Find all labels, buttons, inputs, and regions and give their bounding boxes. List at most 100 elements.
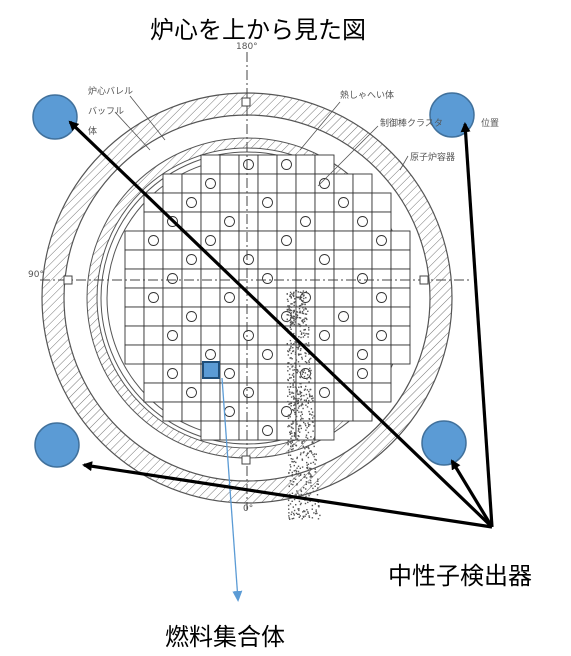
fuel-cell [390, 268, 411, 289]
speckle-dot [313, 512, 315, 514]
speckle-dot [303, 369, 306, 371]
speckle-dot [302, 452, 305, 454]
speckle-dot [294, 402, 296, 404]
fuel-cell [314, 192, 335, 213]
fuel-cell [200, 420, 221, 441]
speckle-dot [294, 386, 296, 388]
speckle-dot [289, 306, 291, 308]
speckle-dot [315, 513, 317, 515]
speckle-dot [290, 458, 292, 460]
fuel-assembly-grid [124, 154, 411, 441]
speckle-dot [309, 492, 311, 494]
speckle-dot [296, 483, 298, 485]
speckle-dot [292, 427, 294, 430]
speckle-dot [306, 344, 309, 347]
speckle-dot [308, 515, 310, 517]
speckle-dot [293, 310, 295, 312]
speckle-dot [292, 379, 295, 381]
speckle-dot [308, 361, 310, 364]
speckle-dot [309, 367, 311, 370]
fuel-cell [276, 192, 297, 213]
speckle-dot [299, 349, 302, 352]
fuel-cell [257, 154, 278, 175]
speckle-dot [298, 354, 300, 356]
speckle-dot [298, 393, 300, 396]
speckle-dot [298, 296, 300, 298]
speckle-dot [287, 305, 289, 307]
speckle-dot [292, 312, 295, 314]
speckle-dot [290, 513, 292, 516]
speckle-dot [295, 317, 298, 320]
speckle-dot [303, 325, 305, 327]
speckle-dot [301, 458, 303, 460]
fuel-cell [162, 230, 183, 251]
speckle-dot [313, 415, 315, 417]
fuel-cell [390, 306, 411, 327]
speckle-dot [289, 416, 291, 418]
fuel-cell [352, 230, 373, 251]
speckle-dot [313, 442, 315, 445]
speckle-dot [318, 505, 320, 507]
speckle-dot [300, 418, 302, 421]
fuel-cell [257, 211, 278, 232]
speckle-dot [304, 317, 306, 319]
speckle-dot [301, 358, 303, 360]
fuel-cell [181, 287, 202, 308]
speckle-dot [315, 471, 317, 473]
speckle-dot [293, 304, 295, 307]
speckle-dot [307, 501, 309, 504]
speckle-dot [312, 461, 315, 464]
speckle-dot [291, 441, 293, 443]
speckle-dot [307, 469, 310, 471]
fuel-cell [124, 306, 145, 327]
fuel-cell [276, 173, 297, 194]
speckle-dot [295, 512, 298, 515]
speckle-dot [290, 430, 292, 432]
speckle-dot [294, 321, 296, 323]
speckle-dot [311, 395, 313, 397]
speckle-dot [298, 440, 300, 442]
speckle-dot [311, 452, 313, 454]
speckle-dot [308, 447, 310, 450]
speckle-dot [304, 361, 307, 363]
speckle-dot [296, 467, 298, 469]
annotation-body: 体 [88, 127, 98, 137]
speckle-dot [298, 475, 300, 477]
speckle-dot [286, 310, 288, 312]
fuel-cell [238, 211, 259, 232]
speckle-dot [290, 396, 293, 398]
control-rod-marker [262, 349, 273, 360]
control-rod-marker [224, 216, 235, 227]
control-rod-marker [338, 197, 349, 208]
speckle-dot [297, 470, 300, 473]
fuel-cell [181, 173, 202, 194]
fuel-cell [333, 325, 354, 346]
speckle-dot [290, 323, 293, 325]
speckle-dot [293, 464, 295, 467]
speckle-dot [288, 424, 290, 427]
speckle-dot [307, 310, 309, 312]
speckle-dot [292, 422, 294, 425]
speckle-dot [295, 472, 297, 474]
fuel-cell [200, 401, 221, 422]
speckle-dot [305, 297, 307, 299]
fuel-cell [352, 249, 373, 270]
fuel-cell [257, 401, 278, 422]
speckle-dot [290, 483, 292, 485]
control-rod-marker [186, 311, 197, 322]
control-rod-marker [319, 178, 330, 189]
speckle-dot [306, 361, 308, 364]
speckle-dot [304, 334, 306, 336]
speckle-dot [310, 357, 312, 360]
speckle-dot [297, 325, 299, 327]
speckle-dot [310, 474, 312, 476]
speckle-dot [301, 459, 304, 461]
speckle-dot [290, 312, 293, 314]
speckle-dot [301, 293, 304, 296]
speckle-dot [305, 495, 307, 498]
speckle-dot [303, 389, 306, 391]
speckle-dot [300, 489, 302, 491]
speckle-dot [311, 517, 314, 519]
fuel-cell [371, 211, 392, 232]
